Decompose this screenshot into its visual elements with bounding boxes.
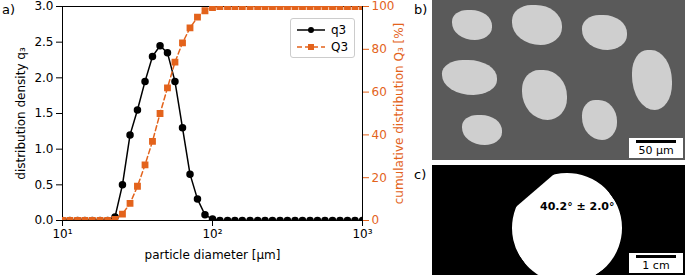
svg-text:0.5: 0.5 — [34, 178, 53, 192]
svg-text:60: 60 — [372, 85, 387, 99]
html-text:1 cm: 1 cm — [642, 259, 670, 272]
svg-text:10¹: 10¹ — [52, 227, 72, 241]
svg-text:10³: 10³ — [352, 227, 372, 241]
html-text:q3: q3 — [331, 22, 347, 37]
svg-text:3.0: 3.0 — [34, 0, 53, 13]
html-text:c): c) — [414, 167, 427, 182]
svg-text:0.0: 0.0 — [34, 213, 53, 227]
svg-text:20: 20 — [372, 171, 387, 185]
svg-text:100: 100 — [372, 0, 395, 13]
svg-text:distribution density q₃: distribution density q₃ — [14, 47, 28, 180]
svg-text:1.5: 1.5 — [34, 106, 53, 120]
svg-text:1.0: 1.0 — [34, 142, 53, 156]
svg-text:80: 80 — [372, 42, 387, 56]
html-text:Q3: Q3 — [331, 39, 349, 54]
html-text:b): b) — [414, 2, 428, 17]
svg-text:10²: 10² — [202, 227, 222, 241]
svg-text:2.5: 2.5 — [34, 35, 53, 49]
svg-text:40: 40 — [372, 128, 387, 142]
html-text:50 µm: 50 µm — [638, 144, 674, 157]
html-text:a): a) — [2, 2, 15, 17]
svg-text:0: 0 — [372, 213, 380, 227]
svg-text:cumulative distribution Q₃ [%]: cumulative distribution Q₃ [%] — [392, 23, 406, 205]
svg-text:2.0: 2.0 — [34, 71, 53, 85]
svg-text:particle diameter [µm]: particle diameter [µm] — [145, 248, 281, 262]
html-text:40.2° ± 2.0°: 40.2° ± 2.0° — [540, 200, 615, 213]
